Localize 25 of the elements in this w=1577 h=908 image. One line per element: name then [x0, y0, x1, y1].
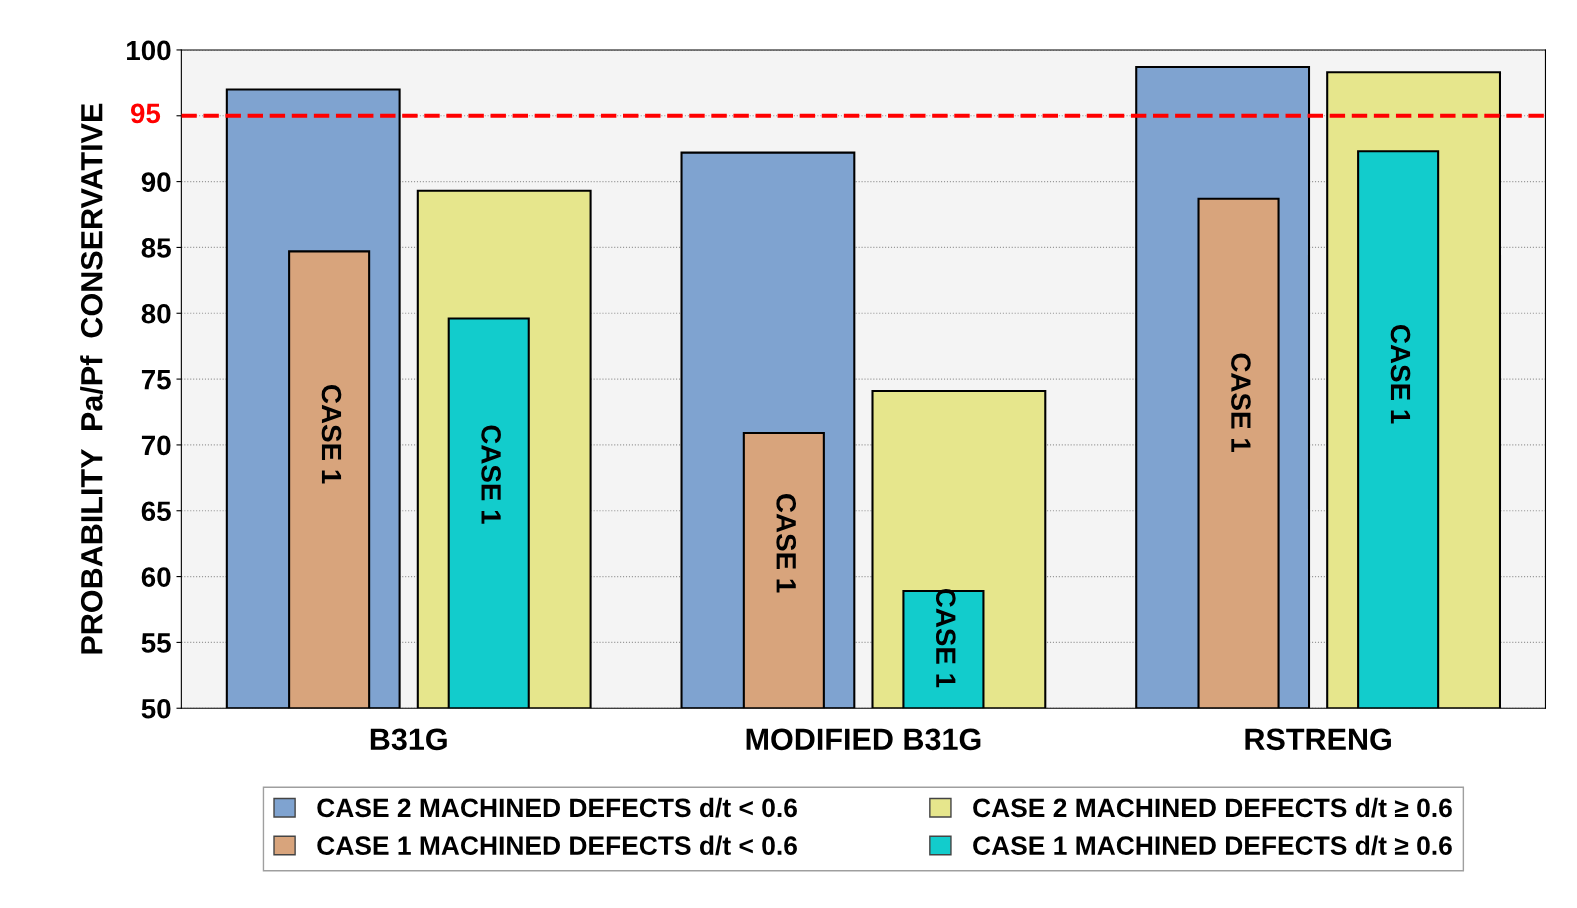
- y-tick-label: 75: [141, 370, 171, 390]
- x-tick-label: RSTRENG: [1245, 728, 1391, 751]
- legend-label: CASE 1 MACHINED DEFECTS d/t < 0.6: [317, 835, 797, 856]
- y-axis-title: PROBABILITY Pa/Pf CONSERVATIVE: [80, 103, 103, 654]
- data-label: CASE 1: [776, 494, 797, 593]
- legend-label: CASE 2 MACHINED DEFECTS d/t ≥ 0.6: [973, 797, 1452, 818]
- legend-label: CASE 1 MACHINED DEFECTS d/t ≥ 0.6: [973, 835, 1452, 856]
- y-tick-label: 50: [141, 698, 171, 719]
- y-tick-label: 100: [127, 40, 171, 61]
- data-label: CASE 1: [1231, 353, 1251, 452]
- data-label: CASE 1: [935, 588, 956, 688]
- x-tick-label: B31G: [370, 728, 447, 751]
- y-tick-label: 80: [141, 303, 171, 324]
- y-tick-label: 95: [130, 103, 161, 124]
- data-label: CASE 1: [481, 425, 501, 524]
- y-tick-label: 90: [141, 172, 171, 192]
- legend-label: CASE 2 MACHINED DEFECTS d/t < 0.6: [317, 797, 797, 818]
- data-label: CASE 1: [321, 385, 342, 484]
- y-tick-label: 65: [141, 501, 171, 522]
- x-tick-label: MODIFIED B31G: [746, 728, 981, 751]
- y-tick-label: 55: [141, 633, 171, 653]
- y-tick-label: 85: [141, 238, 171, 258]
- y-tick-label: 60: [141, 567, 171, 587]
- y-tick-label: 70: [141, 435, 171, 456]
- data-label: CASE 1: [1390, 325, 1411, 424]
